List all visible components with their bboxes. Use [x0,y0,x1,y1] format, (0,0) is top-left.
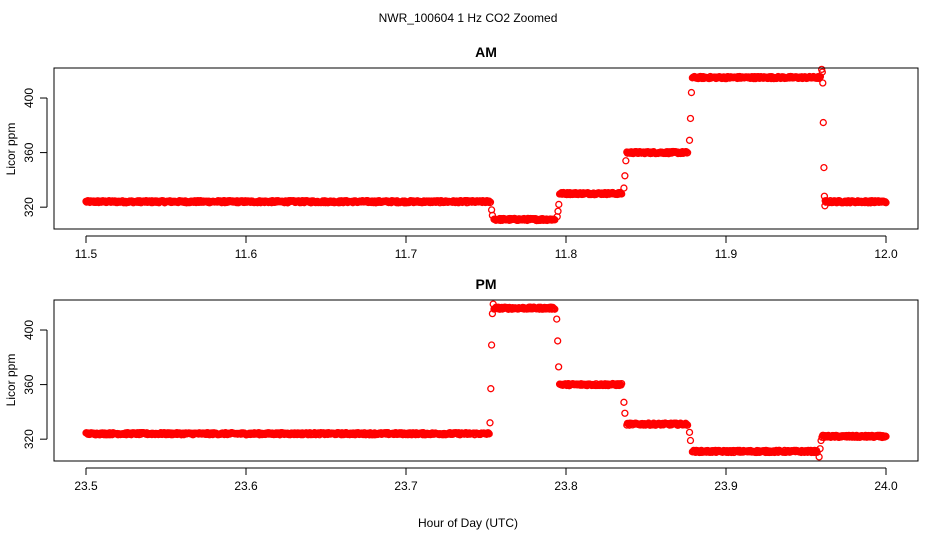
pm-transition-point [685,428,694,437]
figure-title: NWR_100604 1 Hz CO2 Zoomed [379,11,558,25]
am-transition-point [820,192,829,200]
pm-transition-point [686,436,695,445]
am-x-tick-label: 11.8 [555,247,578,261]
pm-transition-point [553,315,561,323]
pm-transition-point [817,436,825,445]
am-panel-title: AM [475,44,497,60]
pm-data-point [618,379,626,388]
am-y-axis-label: Licor ppm [4,123,18,176]
pm-transition-point [488,309,497,318]
am-transition-point [686,114,695,123]
am-transition-point [687,88,696,97]
am-x-tick-label: 11.5 [75,247,98,261]
am-panel: AM Licor ppm 11.5 11.6 11.7 11.8 11.9 12.0 320… [4,44,919,261]
am-data-point [486,198,495,206]
pm-plot-frame [53,299,919,462]
pm-x-tick-label: 23.9 [714,479,738,493]
pm-transition-point [621,409,629,417]
am-transition-point [555,200,563,209]
pm-y-tick-label: 320 [22,429,36,449]
pm-data-point [485,430,493,438]
pm-panel-title: PM [476,276,497,292]
pm-transition-point [554,363,563,371]
am-plot-frame [53,67,919,230]
am-data-point [882,199,890,207]
am-y-tick-label: 360 [22,142,36,162]
am-y-tick-label: 400 [22,88,36,108]
am-x-tick-label: 11.7 [395,247,418,261]
pm-transition-point [554,337,562,345]
pm-x-tick-label: 24.0 [874,479,898,493]
am-transition-point [819,79,827,87]
pm-x-tick-label: 23.6 [234,479,258,493]
pm-data-points [82,300,890,461]
pm-x-tick-label: 23.7 [394,479,418,493]
am-transition-point [685,136,694,144]
am-data-point [683,149,692,157]
x-axis-label: Hour of Day (UTC) [418,516,518,530]
am-transition-point [819,118,827,127]
pm-transition-point [816,445,824,453]
pm-x-tick-label: 23.5 [74,479,98,493]
pm-transition-point [487,385,495,393]
pm-data-point [683,421,692,429]
am-transition-point [621,172,629,180]
am-axis-ticks: 11.5 11.6 11.7 11.8 11.9 12.0 320 360 400 [22,88,898,261]
am-transition-point [554,207,562,215]
am-transition-point [622,157,630,165]
am-data-point [618,190,626,198]
pm-x-tick-label: 23.8 [554,479,578,493]
pm-data-point [551,305,559,313]
pm-transition-point [486,419,494,427]
pm-data-point [882,432,890,441]
am-transition-point [818,68,826,76]
am-x-tick-label: 12.0 [874,247,898,261]
pm-axis-ticks: 23.5 23.6 23.7 23.8 23.9 24.0 320 360 400 [22,320,898,493]
am-y-tick-label: 320 [22,197,36,217]
am-transition-point [821,202,829,210]
am-data-points [82,65,890,225]
pm-panel: PM Licor ppm 23.5 23.6 23.7 23.8 23.9 24.0 320… [4,276,919,493]
pm-y-tick-label: 400 [22,320,36,340]
am-x-tick-label: 11.9 [715,247,738,261]
am-transition-point [488,211,497,220]
am-transition-point [620,184,628,192]
pm-transition-point [487,341,496,349]
pm-transition-point [815,453,823,461]
pm-y-axis-label: Licor ppm [4,354,18,407]
pm-transition-point [489,300,497,308]
pm-transition-point [620,398,628,406]
am-x-tick-label: 11.6 [235,247,258,261]
pm-y-tick-label: 360 [22,374,36,394]
am-transition-point [820,163,828,172]
